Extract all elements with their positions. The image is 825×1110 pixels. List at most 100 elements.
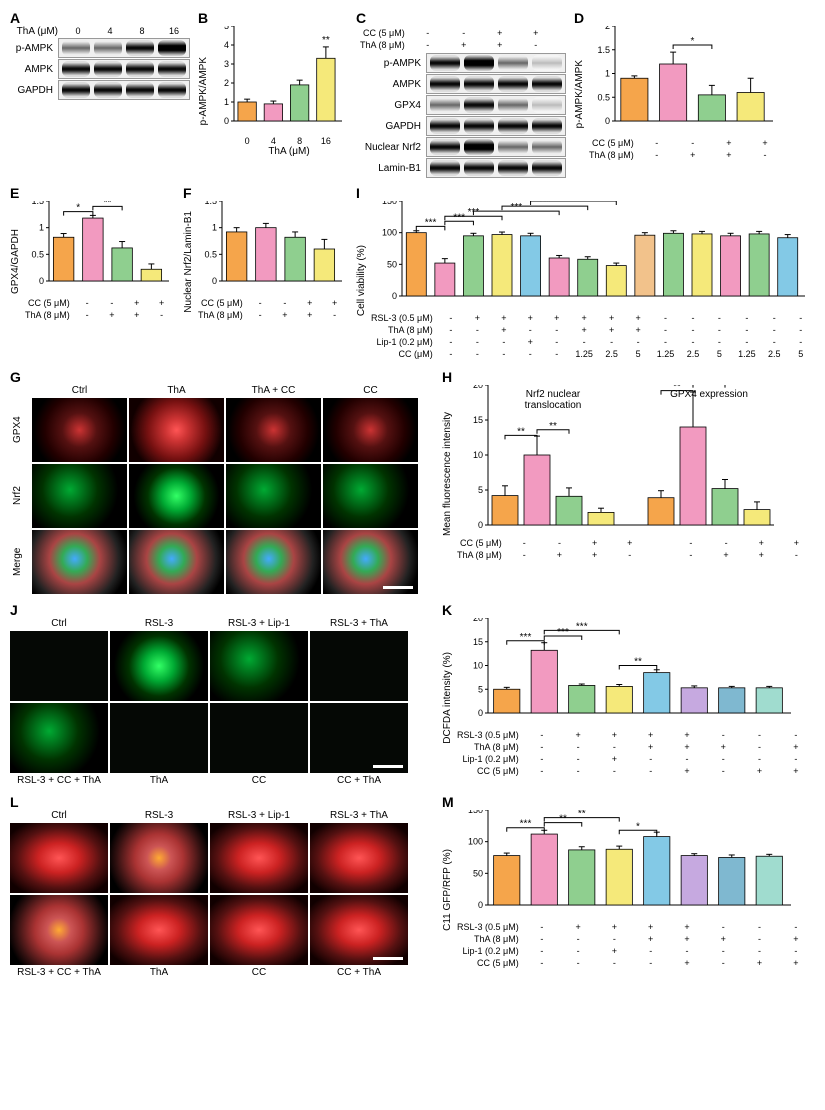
cond-value: 5 [789,349,814,359]
svg-text:1.5: 1.5 [204,201,217,206]
figure: A ThA (μM) 04816 p-AMPKAMPKGAPDH B p-AMP… [10,10,815,978]
svg-text:0: 0 [224,116,229,126]
micrograph [226,398,321,462]
cond-value: 2.5 [762,349,786,359]
micro-col-label: ThA [129,385,224,396]
label-F: F [183,185,348,201]
micrograph [310,631,408,701]
bar [494,856,520,905]
cond-value: + [274,310,297,320]
cond-value: + [545,313,569,323]
bar [264,104,282,121]
cond-value: + [150,298,173,308]
cond-value: - [779,754,813,764]
y-axis-label: GPX4/GAPDH [10,229,21,294]
micrograph [323,398,418,462]
panel-K: K DCFDA intensity (%)05101520***********… [442,602,815,786]
cond-value: 1.25 [652,349,678,359]
cond-value: - [447,28,481,38]
blot-row: Nuclear Nrf2 [356,137,566,157]
cond-value: - [652,337,678,347]
bar [285,237,305,281]
svg-text:***: *** [520,819,532,830]
panelA-header-label: ThA (μM) [10,26,62,37]
micro-col-label: ThA + CC [226,385,321,396]
blot-row: AMPK [356,74,566,94]
cond-value: - [561,742,595,752]
bar [531,650,557,713]
bar [756,856,782,905]
svg-text:1: 1 [212,223,217,233]
cond-value: - [492,349,516,359]
cond-value: + [626,313,650,323]
cond-value: - [779,946,813,956]
bar [290,85,308,121]
micrograph [129,464,224,528]
cond-value: - [762,325,786,335]
cond-value: - [571,337,597,347]
micro-row-label: Merge [10,530,30,594]
micrograph [129,530,224,594]
cond-value: + [125,310,148,320]
svg-text:5: 5 [224,26,229,31]
micro-col-label: RSL-3 [110,618,208,629]
svg-text:5: 5 [478,684,483,694]
blot-row-label: AMPK [10,64,58,75]
blot-band [464,118,494,134]
cond-value: + [465,313,489,323]
blot-band [62,82,90,98]
cond-value: - [789,313,814,323]
bar-chart: 00.511.52* [585,26,775,133]
svg-text:50: 50 [387,259,397,269]
label-G: G [10,369,430,385]
svg-text:20: 20 [473,385,483,390]
cond-value: - [681,337,705,347]
cond-value: - [525,922,559,932]
cond-value: - [525,958,559,968]
cond-value: - [789,325,814,335]
bar [681,688,707,713]
x-category: 4 [260,136,286,146]
blot-band [62,61,90,77]
y-axis-label: p-AMPK/AMPK [574,60,585,128]
cond-value: - [561,766,595,776]
cond-value: - [681,313,705,323]
cond-value: - [274,298,297,308]
svg-text:***: *** [510,202,522,213]
bar [692,234,712,296]
label-L: L [10,794,430,810]
cond-value: - [411,40,445,50]
micro-col-label: RSL-3 + CC + ThA [10,967,108,978]
cond-value: - [640,138,674,148]
micro-row-label: Nrf2 [10,464,30,528]
cond-value: - [706,922,740,932]
svg-text:**: ** [578,810,586,820]
blot-band [430,55,460,71]
cond-row-label: CC (5 μM) [358,28,409,38]
micro-col-label: ThA [110,775,208,786]
cond-value: - [101,298,124,308]
cond-row-label: CC (5 μM) [455,766,523,776]
panel-E: E GPX4/GAPDH00.511.5***CC (5 μM)--++ThA … [10,185,175,361]
y-axis-label: Nuclear Nrf2/Lamin-B1 [183,211,194,313]
cond-value: - [465,349,489,359]
panelA-dose: 8 [126,26,158,37]
bar [256,228,276,281]
micrograph [310,895,408,965]
label-M: M [442,794,815,810]
blot-band [532,160,562,176]
cond-row-label: CC (5 μM) [23,298,74,308]
panelA-header: ThA (μM) 04816 [10,26,190,37]
blot-band [94,40,122,56]
blot-row-label: GAPDH [356,121,426,132]
cond-value: - [525,754,559,764]
bar [698,95,725,121]
svg-text:50: 50 [473,868,483,878]
micro-col-label: RSL-3 + ThA [310,618,408,629]
blot-band [62,40,90,56]
bar [226,232,246,281]
blot-band [158,40,186,56]
svg-text:translocation: translocation [525,400,582,411]
cond-value: + [599,313,623,323]
cond-row-label: CC (5 μM) [587,138,638,148]
